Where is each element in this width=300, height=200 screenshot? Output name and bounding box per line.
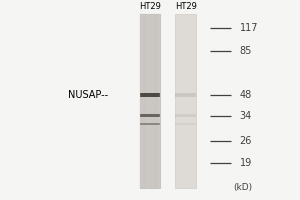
Bar bbox=[176, 114, 196, 117]
Text: HT29: HT29 bbox=[139, 2, 161, 11]
Bar bbox=[176, 14, 196, 188]
Text: (kD): (kD) bbox=[234, 183, 253, 192]
Text: NUSAP--: NUSAP-- bbox=[68, 90, 108, 100]
Bar bbox=[140, 93, 160, 97]
Text: HT29: HT29 bbox=[175, 2, 197, 11]
Bar bbox=[140, 114, 160, 117]
Bar bbox=[140, 14, 160, 188]
Bar bbox=[176, 93, 196, 97]
Text: 48: 48 bbox=[240, 90, 252, 100]
Text: 117: 117 bbox=[240, 23, 258, 33]
Bar bbox=[176, 123, 196, 125]
Text: 26: 26 bbox=[240, 136, 252, 146]
Text: 85: 85 bbox=[240, 46, 252, 56]
Bar bbox=[140, 123, 160, 125]
Text: 34: 34 bbox=[240, 111, 252, 121]
Text: 19: 19 bbox=[240, 158, 252, 168]
